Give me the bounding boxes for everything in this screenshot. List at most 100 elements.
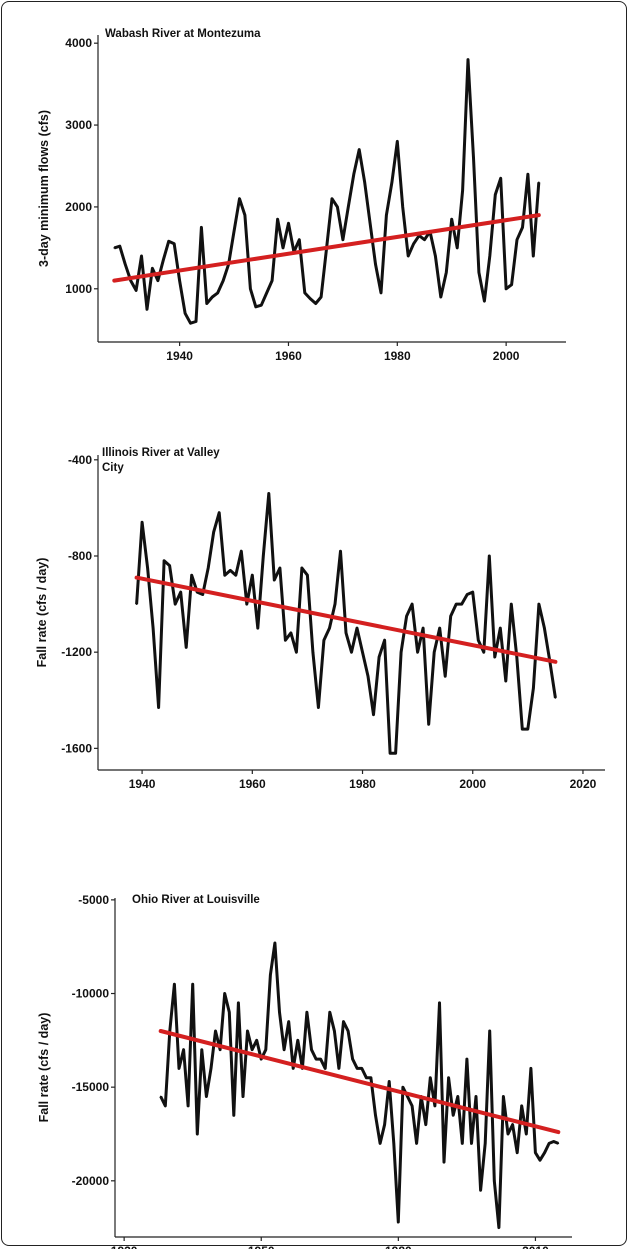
data-point — [240, 550, 243, 553]
observed-series-line — [113, 58, 541, 325]
data-point — [292, 1067, 295, 1070]
data-point — [505, 287, 507, 290]
data-point — [521, 728, 524, 730]
y-tick-label: -400 — [68, 453, 92, 467]
data-point — [173, 242, 176, 245]
data-point — [356, 627, 358, 629]
data-point — [347, 206, 350, 208]
data-point — [287, 1020, 290, 1023]
data-point — [168, 564, 171, 567]
data-point — [534, 1151, 537, 1154]
data-point — [427, 723, 430, 726]
observed-series-line — [159, 941, 559, 1230]
x-tick-label: 2000 — [493, 349, 520, 363]
data-point — [251, 1048, 254, 1051]
panel-title-line: City — [102, 462, 124, 474]
trend-line — [112, 213, 541, 283]
data-point — [234, 574, 237, 577]
data-point — [443, 1161, 445, 1163]
data-point — [310, 1048, 313, 1051]
data-point — [118, 245, 121, 248]
data-point — [214, 1030, 217, 1032]
data-point — [222, 279, 225, 282]
data-point — [184, 312, 187, 315]
observed-series-line — [135, 492, 557, 755]
data-point — [201, 593, 204, 596]
data-point — [388, 1080, 391, 1083]
data-point — [152, 627, 155, 629]
data-point — [374, 1114, 377, 1117]
data-point — [216, 292, 219, 294]
data-point — [162, 259, 165, 261]
y-tick-label: -20000 — [72, 1174, 110, 1188]
data-point — [338, 1067, 340, 1070]
data-point — [179, 591, 182, 593]
data-point — [352, 173, 355, 176]
data-point — [174, 603, 177, 605]
data-point — [467, 58, 469, 61]
data-point — [389, 752, 391, 755]
data-point — [254, 305, 257, 308]
data-point — [530, 1067, 532, 1070]
data-point — [527, 173, 529, 176]
data-point — [315, 1058, 317, 1060]
data-point — [191, 983, 194, 986]
data-point — [488, 555, 491, 557]
data-point — [336, 206, 339, 208]
panel-3: -5000 -10000 -15000 -20000 1920 1950 1980 2010 F… — [37, 893, 572, 1249]
data-point — [189, 322, 192, 325]
data-point — [135, 289, 138, 292]
data-point — [488, 255, 491, 257]
data-point — [543, 627, 546, 629]
data-point — [157, 706, 160, 709]
data-point — [510, 283, 513, 286]
data-point — [295, 651, 298, 654]
data-point — [434, 1105, 436, 1107]
x-tick-label: 1980 — [384, 349, 411, 363]
data-point — [140, 255, 143, 257]
data-point — [385, 214, 388, 217]
x-tick-label: 1950 — [248, 1244, 275, 1249]
data-point — [498, 1226, 500, 1229]
data-point — [309, 297, 312, 300]
y-tick-label: 3000 — [65, 118, 92, 132]
data-point — [284, 639, 287, 642]
data-point — [347, 1030, 349, 1032]
data-point — [493, 1179, 496, 1182]
data-point — [532, 687, 535, 690]
data-point — [328, 1011, 331, 1014]
data-point — [324, 1067, 327, 1070]
data-point — [456, 247, 459, 249]
data-point — [178, 279, 181, 282]
trend-line — [158, 1029, 561, 1135]
y-tick-label: -10000 — [72, 987, 110, 1001]
data-point — [516, 238, 518, 241]
data-point — [296, 1039, 299, 1042]
data-point — [342, 238, 344, 241]
data-point — [400, 651, 402, 654]
y-axis-title: 3-day minimum flows (cfs) — [37, 110, 51, 267]
data-point — [274, 942, 276, 944]
x-tick-label: 1980 — [385, 1244, 412, 1249]
data-point — [470, 1142, 473, 1145]
data-point — [146, 567, 149, 569]
data-point — [232, 1114, 235, 1117]
data-point — [554, 697, 557, 699]
data-point — [520, 1105, 523, 1107]
data-point — [461, 189, 464, 192]
trend-line — [134, 575, 558, 664]
data-point — [516, 1151, 519, 1154]
data-point — [157, 279, 159, 282]
panel-title-line: Ohio River at Louisville — [132, 894, 260, 906]
panel-title: Illinois River at Valley City — [102, 447, 220, 474]
data-point — [466, 1058, 468, 1060]
data-point — [278, 1011, 281, 1014]
data-point — [374, 263, 377, 266]
data-point — [477, 639, 480, 642]
data-point — [350, 651, 353, 654]
data-point — [211, 296, 214, 298]
data-point — [412, 242, 415, 245]
data-point — [328, 627, 331, 629]
data-point — [363, 181, 366, 184]
